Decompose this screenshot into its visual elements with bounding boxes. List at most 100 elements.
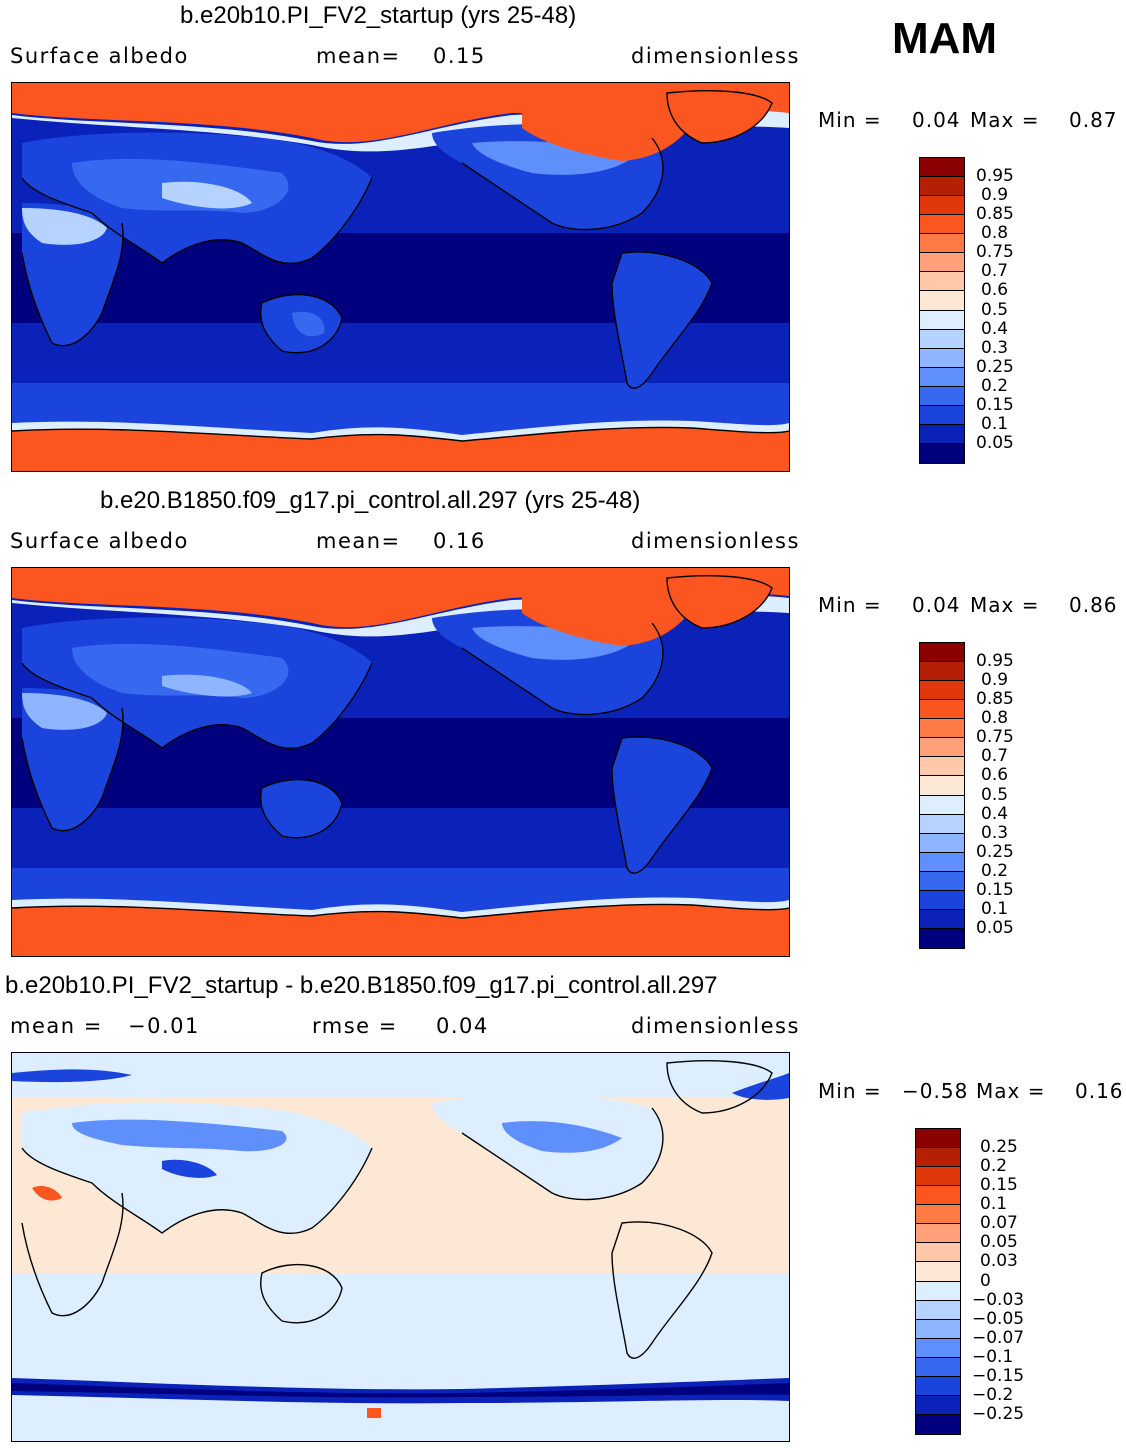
colorbar-swatch: [916, 1205, 960, 1225]
colorbar-swatch: [916, 1186, 960, 1206]
colorbar-tick-label: 0.03: [980, 1251, 1018, 1272]
panel-2-mean-label: mean=: [316, 529, 401, 553]
panel-3-rmse-value: 0.04: [436, 1014, 489, 1038]
panel-3-mean-label: mean =: [10, 1014, 103, 1038]
colorbar-tick-label: 0.1: [981, 413, 1009, 434]
colorbar-swatch: [920, 253, 964, 273]
colorbar-swatch: [920, 890, 964, 910]
colorbar-tick-label: −0.2: [972, 1384, 1014, 1405]
colorbar-swatch: [920, 272, 964, 292]
colorbar-swatch: [920, 386, 964, 406]
colorbar-swatch: [920, 177, 964, 197]
colorbar-swatch: [920, 158, 964, 178]
colorbar-swatch: [920, 795, 964, 815]
panel-3-max-value: 0.16: [1075, 1079, 1124, 1103]
panel-3-min-label: Min =: [818, 1079, 882, 1103]
panel-1-mean-value: 0.15: [433, 44, 486, 68]
colorbar-swatch: [916, 1357, 960, 1377]
colorbar-tick-label: 0: [980, 1270, 991, 1291]
colorbar-tick-label: 0.9: [981, 670, 1009, 691]
colorbar-swatch: [920, 757, 964, 777]
colorbar-swatch: [920, 719, 964, 739]
colorbar-swatch: [916, 1376, 960, 1396]
panel-2-colorbar: [919, 642, 965, 949]
panel-1-map-svg: [12, 83, 789, 471]
colorbar-tick-label: 0.8: [981, 708, 1009, 729]
colorbar-tick-label: 0.5: [981, 299, 1009, 320]
panel-1-map: [11, 82, 790, 472]
colorbar-swatch: [920, 909, 964, 929]
panel-2-title: b.e20.B1850.f09_g17.pi_control.all.297 (…: [100, 487, 641, 514]
panel-3-rmse-label: rmse =: [312, 1014, 398, 1038]
colorbar-swatch: [920, 348, 964, 368]
panel-2-variable: Surface albedo: [10, 529, 189, 553]
panel-1-title: b.e20b10.PI_FV2_startup (yrs 25-48): [180, 2, 577, 29]
colorbar-tick-label: 0.05: [980, 1232, 1018, 1253]
colorbar-tick-label: 0.85: [976, 689, 1014, 710]
colorbar-swatch: [920, 833, 964, 853]
colorbar-swatch: [920, 662, 964, 682]
colorbar-tick-label: 0.75: [976, 242, 1014, 263]
colorbar-swatch: [920, 196, 964, 216]
colorbar-swatch: [920, 776, 964, 796]
colorbar-swatch: [920, 643, 964, 663]
colorbar-tick-label: 0.25: [976, 841, 1014, 862]
colorbar-swatch: [916, 1243, 960, 1263]
colorbar-swatch: [916, 1319, 960, 1339]
panel-2-min-label: Min =: [818, 593, 882, 617]
colorbar-tick-label: 0.3: [981, 337, 1009, 358]
panel-1-max-label: Max =: [970, 108, 1040, 132]
panel-1-mean-label: mean=: [316, 44, 401, 68]
panel-2-map: [11, 567, 790, 957]
colorbar-swatch: [916, 1129, 960, 1149]
colorbar-tick-label: −0.03: [972, 1289, 1025, 1310]
colorbar-tick-label: 0.8: [981, 223, 1009, 244]
colorbar-swatch: [916, 1338, 960, 1358]
colorbar-tick-label: 0.2: [980, 1156, 1008, 1177]
colorbar-tick-label: −0.07: [972, 1327, 1025, 1348]
panel-3-mean-value: −0.01: [128, 1014, 200, 1038]
colorbar-tick-label: 0.75: [976, 727, 1014, 748]
colorbar-swatch: [916, 1300, 960, 1320]
colorbar-swatch: [916, 1262, 960, 1282]
panel-2-units: dimensionless: [631, 529, 800, 553]
colorbar-tick-label: −0.05: [972, 1308, 1025, 1329]
colorbar-tick-label: −0.15: [972, 1365, 1025, 1386]
colorbar-tick-label: 0.4: [981, 803, 1009, 824]
colorbar-swatch: [920, 681, 964, 701]
colorbar-tick-label: 0.7: [981, 746, 1009, 767]
colorbar-swatch: [916, 1395, 960, 1415]
colorbar-tick-label: 0.3: [981, 822, 1009, 843]
colorbar-swatch: [916, 1224, 960, 1244]
colorbar-swatch: [916, 1281, 960, 1301]
colorbar-swatch: [920, 367, 964, 387]
colorbar-swatch: [916, 1167, 960, 1187]
panel-3-max-label: Max =: [976, 1079, 1046, 1103]
colorbar-swatch: [920, 700, 964, 720]
colorbar-swatch: [920, 310, 964, 330]
colorbar-swatch: [920, 738, 964, 758]
colorbar-tick-label: 0.05: [976, 917, 1014, 938]
colorbar-tick-label: 0.6: [981, 765, 1009, 786]
colorbar-swatch: [920, 215, 964, 235]
colorbar-tick-label: −0.25: [972, 1403, 1025, 1424]
colorbar-tick-label: 0.15: [976, 879, 1014, 900]
colorbar-swatch: [920, 234, 964, 254]
colorbar-tick-label: 0.9: [981, 185, 1009, 206]
panel-1-min-value: 0.04: [912, 108, 961, 132]
panel-1-min-label: Min =: [818, 108, 882, 132]
panel-3-min-value: −0.58: [902, 1079, 969, 1103]
panel-2-map-svg: [12, 568, 789, 956]
colorbar-tick-label: 0.85: [976, 204, 1014, 225]
panel-2-max-label: Max =: [970, 593, 1040, 617]
colorbar-tick-label: 0.95: [976, 651, 1014, 672]
colorbar-tick-label: 0.5: [981, 784, 1009, 805]
panel-3-colorbar: [915, 1128, 961, 1435]
panel-1-variable: Surface albedo: [10, 44, 189, 68]
colorbar-swatch: [920, 405, 964, 425]
panel-2-min-value: 0.04: [912, 593, 961, 617]
colorbar-tick-label: 0.05: [976, 432, 1014, 453]
panel-2-max-value: 0.86: [1069, 593, 1118, 617]
colorbar-tick-label: 0.1: [980, 1194, 1008, 1215]
colorbar-tick-label: 0.25: [976, 356, 1014, 377]
